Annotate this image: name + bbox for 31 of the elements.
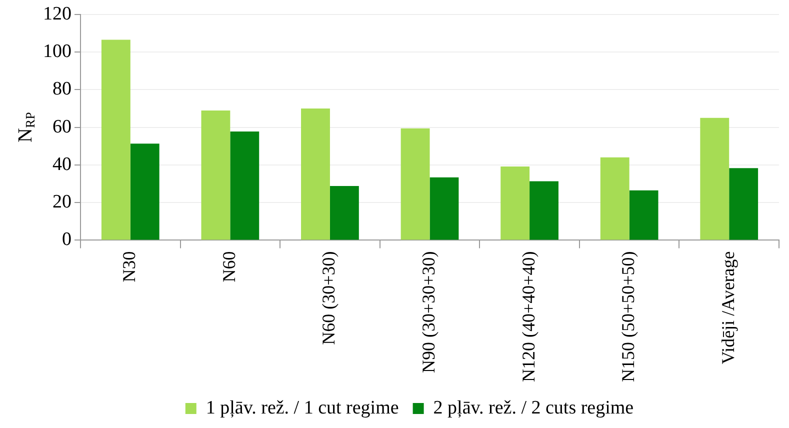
y-tick-label: 60 xyxy=(52,116,72,138)
x-tick-label: N30 xyxy=(119,251,140,282)
legend-label: 2 pļāv. rež. / 2 cuts regime xyxy=(433,397,634,418)
y-tick-label: 120 xyxy=(43,3,72,24)
bar xyxy=(530,181,558,240)
bar xyxy=(500,166,530,240)
bar xyxy=(629,190,658,240)
x-tick-label: N90 (30+30+30) xyxy=(418,251,438,374)
bar xyxy=(130,144,160,240)
y-tick-label: 100 xyxy=(43,41,72,62)
bar xyxy=(729,168,758,240)
bar xyxy=(330,186,359,240)
bar xyxy=(101,40,130,240)
y-tick-label: 40 xyxy=(52,154,72,175)
x-tick-label: N120 (40+40+40) xyxy=(518,251,538,382)
bar xyxy=(600,157,630,240)
bar xyxy=(430,177,459,240)
bar xyxy=(201,110,230,240)
y-tick-label: 20 xyxy=(52,192,72,213)
y-tick-label: 0 xyxy=(62,229,72,250)
x-tick-label: Vidēji /Average xyxy=(718,251,738,364)
legend-label: 1 pļāv. rež. / 1 cut regime xyxy=(206,397,399,418)
bar xyxy=(230,131,260,240)
y-tick-label: 80 xyxy=(52,78,72,100)
y-axis-title: NRP xyxy=(14,112,38,142)
x-tick-label: N60 (30+30) xyxy=(318,251,339,345)
bar xyxy=(700,118,730,240)
bar xyxy=(400,128,430,240)
x-tick-label: N60 xyxy=(218,251,239,282)
bar xyxy=(301,108,330,240)
x-tick-label: N150 (50+50+50) xyxy=(618,251,638,382)
